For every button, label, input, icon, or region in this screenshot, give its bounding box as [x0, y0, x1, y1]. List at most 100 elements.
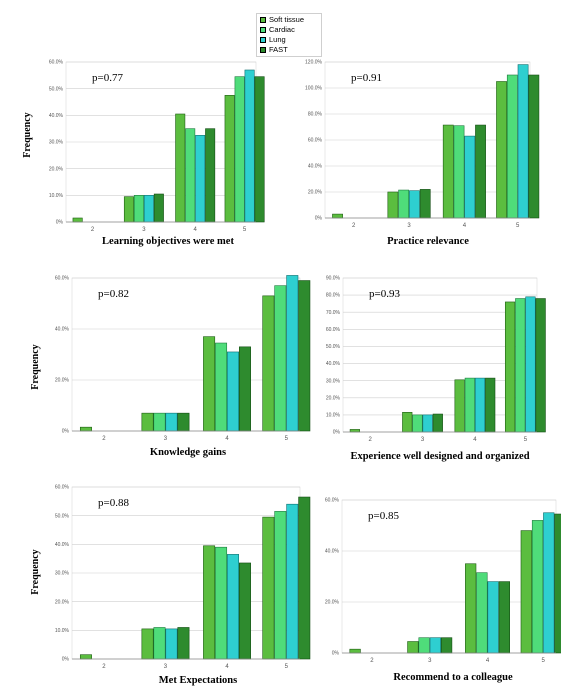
x-tick-label: 5 [516, 223, 520, 229]
x-tick-label: 3 [164, 436, 168, 442]
bar-lung-4 [464, 135, 476, 219]
bar-lung-5 [517, 64, 529, 219]
chart-title: Knowledge gains [150, 447, 226, 458]
y-tick-label: 30.0% [55, 571, 70, 577]
bar-cardiac-5 [531, 520, 544, 654]
y-tick-label: 0% [332, 651, 340, 657]
y-tick-label: 10.0% [326, 412, 341, 418]
bar-soft-tissue-3 [123, 196, 134, 223]
y-tick-label: 20.0% [55, 599, 70, 605]
legend: Soft tissue Cardiac Lung FAST [256, 13, 322, 57]
chart-title: Met Expectations [159, 675, 237, 686]
y-tick-label: 20.0% [326, 395, 341, 401]
bar-fast-3 [440, 637, 453, 654]
bar-fast-4 [239, 346, 251, 432]
y-tick-label: 80.0% [326, 293, 341, 299]
bar-cardiac-3 [153, 627, 166, 660]
bar-soft-tissue-2 [349, 429, 360, 433]
bar-lung-3 [143, 195, 154, 223]
p-value-label: p=0.93 [369, 288, 400, 300]
bar-fast-4 [205, 128, 216, 223]
bar-fast-4 [498, 581, 510, 654]
bar-soft-tissue-4 [175, 113, 186, 223]
chart-title: Learning objectives were met [102, 236, 234, 247]
bar-soft-tissue-5 [496, 81, 507, 219]
y-tick-label: 60.0% [325, 498, 340, 504]
bar-fast-5 [298, 280, 311, 432]
x-tick-label: 4 [486, 658, 490, 664]
y-tick-label: 0% [62, 429, 70, 435]
p-value-label: p=0.85 [368, 510, 399, 522]
bar-fast-5 [554, 513, 561, 654]
y-tick-label: 60.0% [326, 327, 341, 333]
bar-soft-tissue-5 [520, 530, 532, 654]
p-value-label: p=0.91 [351, 72, 382, 84]
bar-lung-5 [286, 503, 299, 660]
x-tick-label: 2 [352, 223, 356, 229]
x-tick-label: 3 [421, 437, 425, 443]
y-tick-label: 40.0% [325, 549, 340, 555]
bar-cardiac-3 [418, 637, 430, 654]
bar-fast-3 [177, 627, 190, 660]
legend-swatch-lung [260, 36, 266, 43]
bar-soft-tissue-4 [465, 563, 477, 654]
y-tick-label: 50.0% [55, 513, 70, 519]
bar-cardiac-4 [476, 572, 488, 654]
bar-lung-4 [227, 351, 240, 432]
p-value-label: p=0.77 [92, 72, 123, 84]
x-tick-label: 3 [428, 658, 432, 664]
y-tick-label: 0% [315, 216, 323, 222]
bar-cardiac-3 [412, 414, 423, 433]
bar-soft-tissue-2 [332, 213, 343, 219]
legend-swatch-soft-tissue [260, 16, 266, 23]
y-tick-label: 60.0% [55, 485, 70, 491]
bar-lung-3 [165, 628, 178, 660]
bar-lung-3 [429, 637, 441, 654]
p-value-label: p=0.82 [98, 288, 129, 300]
y-tick-label: 60.0% [308, 138, 323, 144]
bar-fast-4 [485, 377, 496, 433]
y-tick-label: 40.0% [326, 361, 341, 367]
y-tick-label: 10.0% [49, 193, 64, 199]
y-tick-label: 40.0% [308, 164, 323, 170]
bar-cardiac-3 [398, 189, 410, 219]
x-tick-label: 5 [285, 664, 289, 670]
y-tick-label: 20.0% [308, 190, 323, 196]
y-tick-label: 0% [56, 220, 64, 226]
legend-item-fast: FAST [260, 45, 288, 54]
legend-label-lung: Lung [269, 35, 286, 44]
bar-lung-3 [409, 190, 420, 219]
bar-fast-5 [528, 74, 540, 219]
bar-fast-3 [153, 193, 164, 223]
y-tick-label: 20.0% [55, 378, 70, 384]
x-tick-label: 2 [91, 227, 95, 233]
p-value-label: p=0.88 [98, 497, 129, 509]
bar-fast-5 [254, 76, 265, 223]
y-tick-label: 50.0% [326, 344, 341, 350]
bar-soft-tissue-2 [72, 217, 83, 223]
y-tick-label: 60.0% [55, 276, 70, 282]
y-tick-label: 40.0% [55, 542, 70, 548]
bar-soft-tissue-3 [141, 628, 154, 660]
chart-title: Experience well designed and organized [350, 451, 529, 462]
bar-fast-5 [298, 496, 311, 660]
y-tick-label: 0% [62, 657, 70, 663]
y-tick-label: 30.0% [326, 378, 341, 384]
bar-soft-tissue-2 [79, 426, 92, 432]
bar-soft-tissue-5 [224, 95, 235, 223]
bar-lung-3 [422, 414, 433, 433]
y-tick-label: 0% [333, 430, 341, 436]
bar-lung-4 [474, 377, 486, 433]
x-tick-label: 2 [102, 664, 106, 670]
y-axis-label: Frequency [30, 549, 41, 594]
bar-cardiac-3 [133, 195, 144, 223]
y-axis-label: Frequency [30, 344, 41, 389]
bar-soft-tissue-4 [442, 124, 454, 219]
legend-swatch-cardiac [260, 26, 266, 33]
bar-fast-4 [475, 124, 486, 219]
y-tick-label: 30.0% [49, 140, 64, 146]
x-tick-label: 3 [142, 227, 146, 233]
y-tick-label: 40.0% [49, 113, 64, 119]
bar-lung-4 [227, 554, 240, 660]
